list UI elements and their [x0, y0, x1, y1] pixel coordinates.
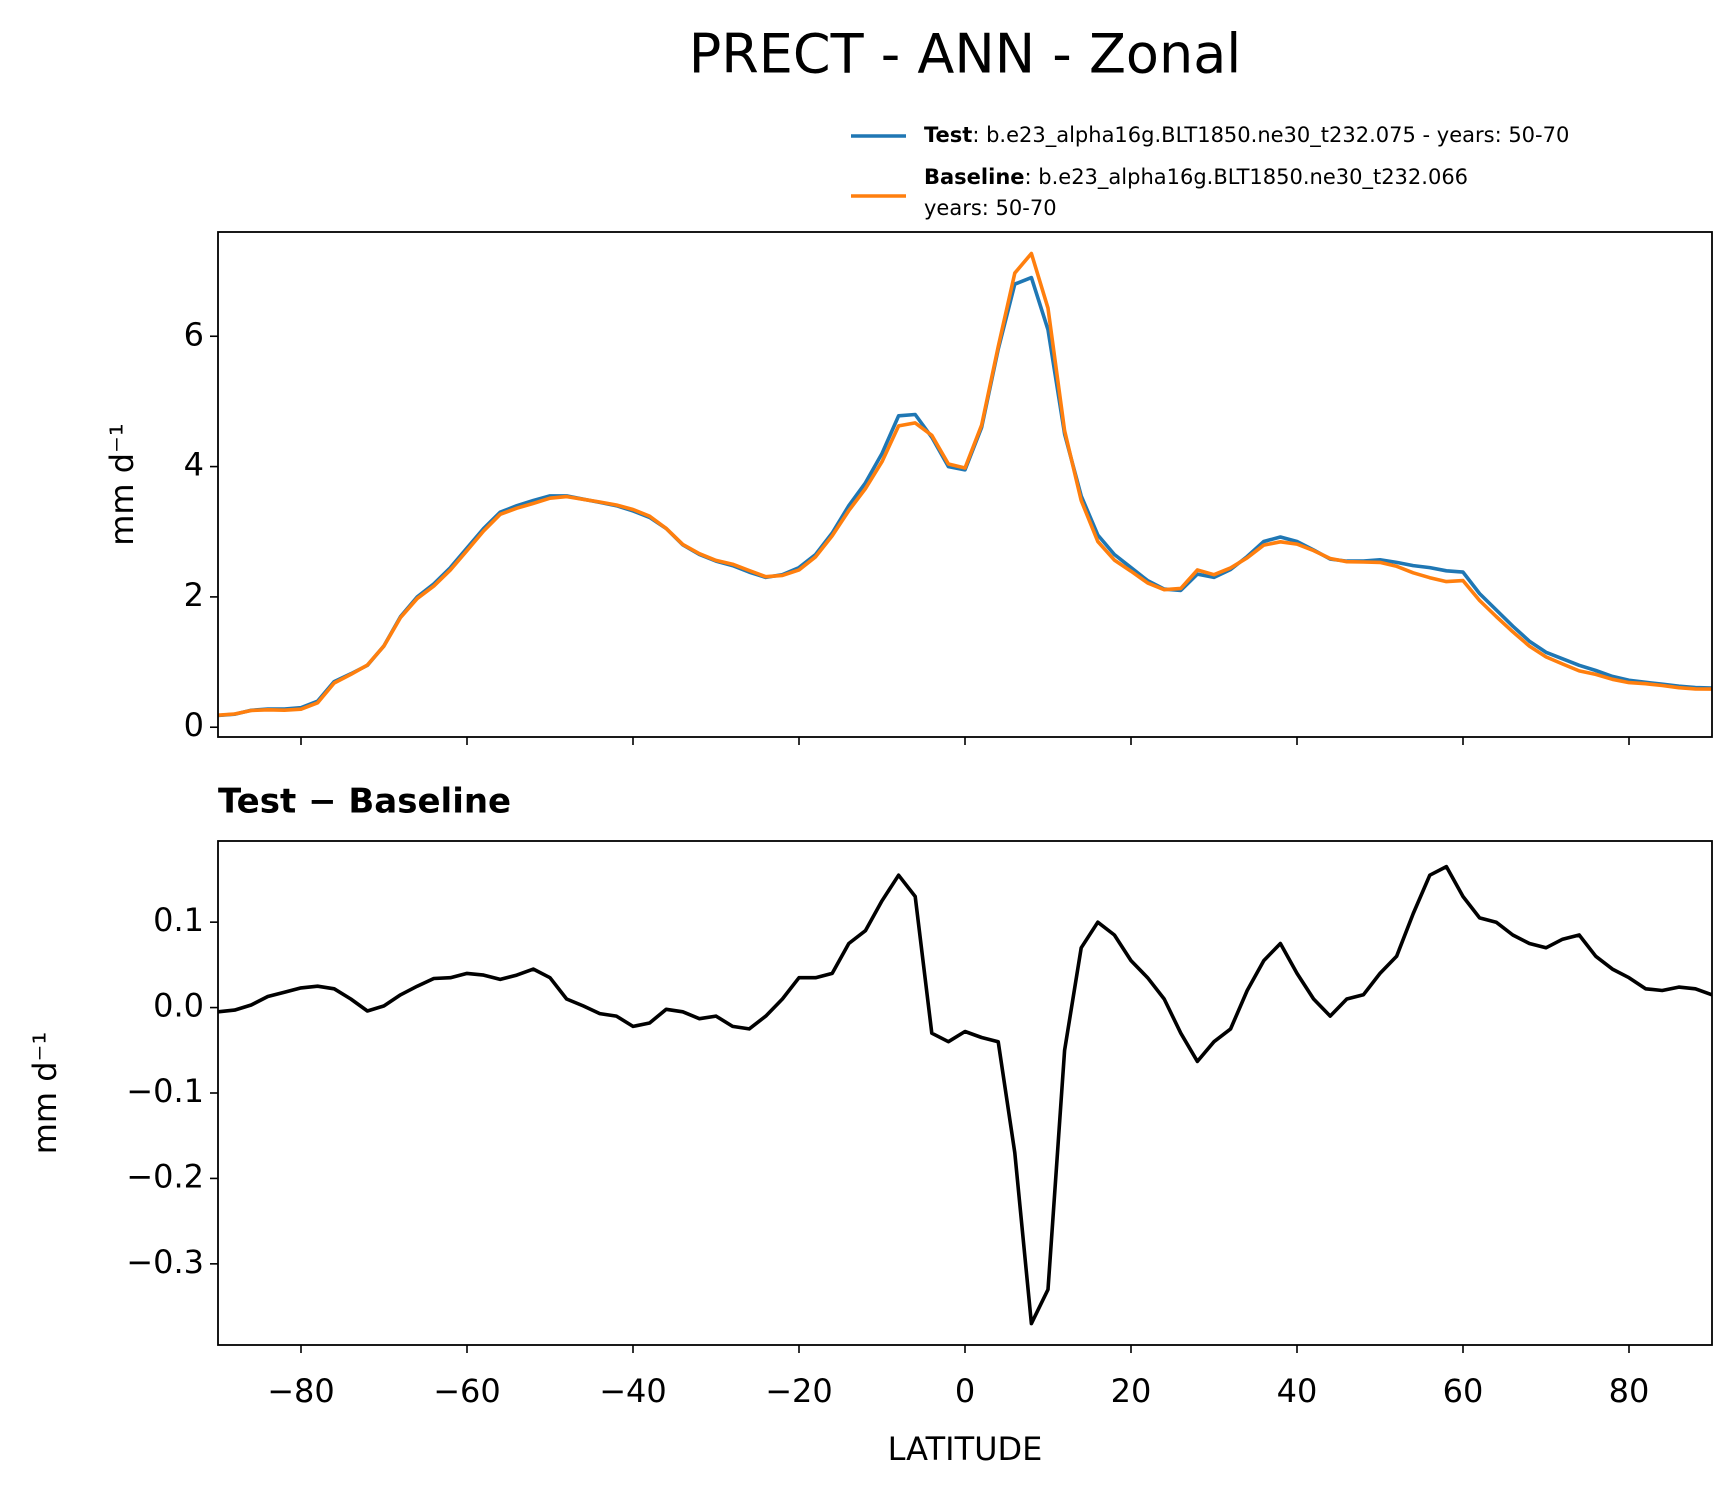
legend-label: : b.e23_alpha16g.BLT1850.ne30_t232.066	[1025, 165, 1469, 190]
line-series	[217, 251, 1713, 717]
x-tick-label: 0	[955, 1372, 975, 1410]
y-axis-label: mm d⁻¹	[26, 1032, 64, 1155]
y-tick-label: 0.0	[153, 987, 204, 1025]
x-tick-label: 80	[1609, 1372, 1650, 1410]
x-tick-label: −40	[599, 1372, 667, 1410]
line-series	[217, 275, 1713, 718]
y-tick-label: 6	[184, 315, 204, 353]
legend-entry: Baseline: b.e23_alpha16g.BLT1850.ne30_t2…	[924, 165, 1468, 190]
x-tick-label: −60	[433, 1372, 501, 1410]
y-tick-label: 0	[184, 706, 204, 744]
y-tick-label: 4	[184, 446, 204, 484]
y-tick-label: −0.3	[126, 1243, 204, 1281]
legend-name: Test	[924, 123, 972, 147]
legend-label: : b.e23_alpha16g.BLT1850.ne30_t232.075 -…	[972, 123, 1569, 148]
x-tick-label: 20	[1111, 1372, 1152, 1410]
axes-frame	[217, 840, 1713, 1346]
y-axis-label: mm d⁻¹	[103, 423, 141, 546]
x-tick-label: −20	[765, 1372, 833, 1410]
line-series	[217, 864, 1713, 1326]
x-axis-label: LATITUDE	[888, 1430, 1043, 1468]
legend-name: Baseline	[924, 165, 1025, 189]
panel-title: Test − Baseline	[218, 782, 511, 822]
x-tick-label: −80	[267, 1372, 335, 1410]
y-tick-label: −0.2	[126, 1157, 204, 1195]
y-tick-label: 2	[184, 576, 204, 614]
legend-label: years: 50-70	[924, 196, 1057, 220]
legend-entry: Test: b.e23_alpha16g.BLT1850.ne30_t232.0…	[924, 123, 1569, 148]
y-tick-label: 0.1	[153, 901, 204, 939]
axes-frame	[217, 231, 1713, 738]
x-tick-label: 40	[1277, 1372, 1318, 1410]
x-tick-label: 60	[1443, 1372, 1484, 1410]
y-tick-label: −0.1	[126, 1072, 204, 1110]
chart-title: PRECT - ANN - Zonal	[689, 23, 1242, 86]
